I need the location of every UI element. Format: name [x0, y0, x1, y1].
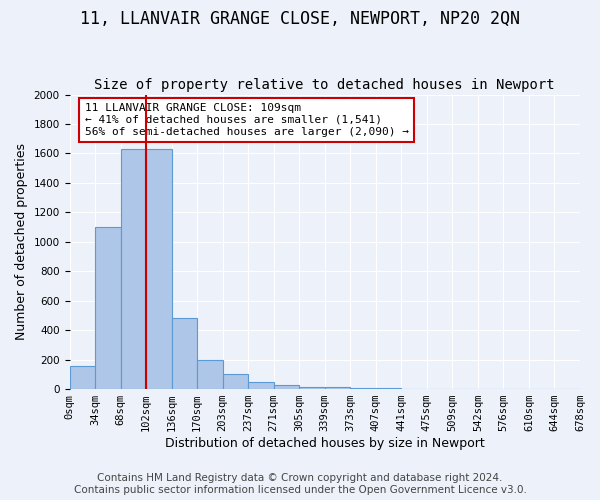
Bar — [325, 387, 350, 389]
Bar — [70, 366, 95, 389]
Bar — [197, 360, 223, 389]
Bar — [350, 388, 376, 389]
Text: 11 LLANVAIR GRANGE CLOSE: 109sqm
← 41% of detached houses are smaller (1,541)
56: 11 LLANVAIR GRANGE CLOSE: 109sqm ← 41% o… — [85, 104, 409, 136]
Bar — [146, 149, 172, 389]
Bar — [248, 382, 274, 389]
Bar — [299, 387, 325, 389]
Text: Contains HM Land Registry data © Crown copyright and database right 2024.
Contai: Contains HM Land Registry data © Crown c… — [74, 474, 526, 495]
Text: 11, LLANVAIR GRANGE CLOSE, NEWPORT, NP20 2QN: 11, LLANVAIR GRANGE CLOSE, NEWPORT, NP20… — [80, 10, 520, 28]
Bar — [95, 227, 121, 389]
X-axis label: Distribution of detached houses by size in Newport: Distribution of detached houses by size … — [165, 437, 485, 450]
Bar — [121, 149, 146, 389]
Bar — [223, 374, 248, 389]
Bar — [274, 384, 299, 389]
Y-axis label: Number of detached properties: Number of detached properties — [15, 144, 28, 340]
Bar — [172, 318, 197, 389]
Bar — [376, 388, 401, 389]
Title: Size of property relative to detached houses in Newport: Size of property relative to detached ho… — [94, 78, 555, 92]
